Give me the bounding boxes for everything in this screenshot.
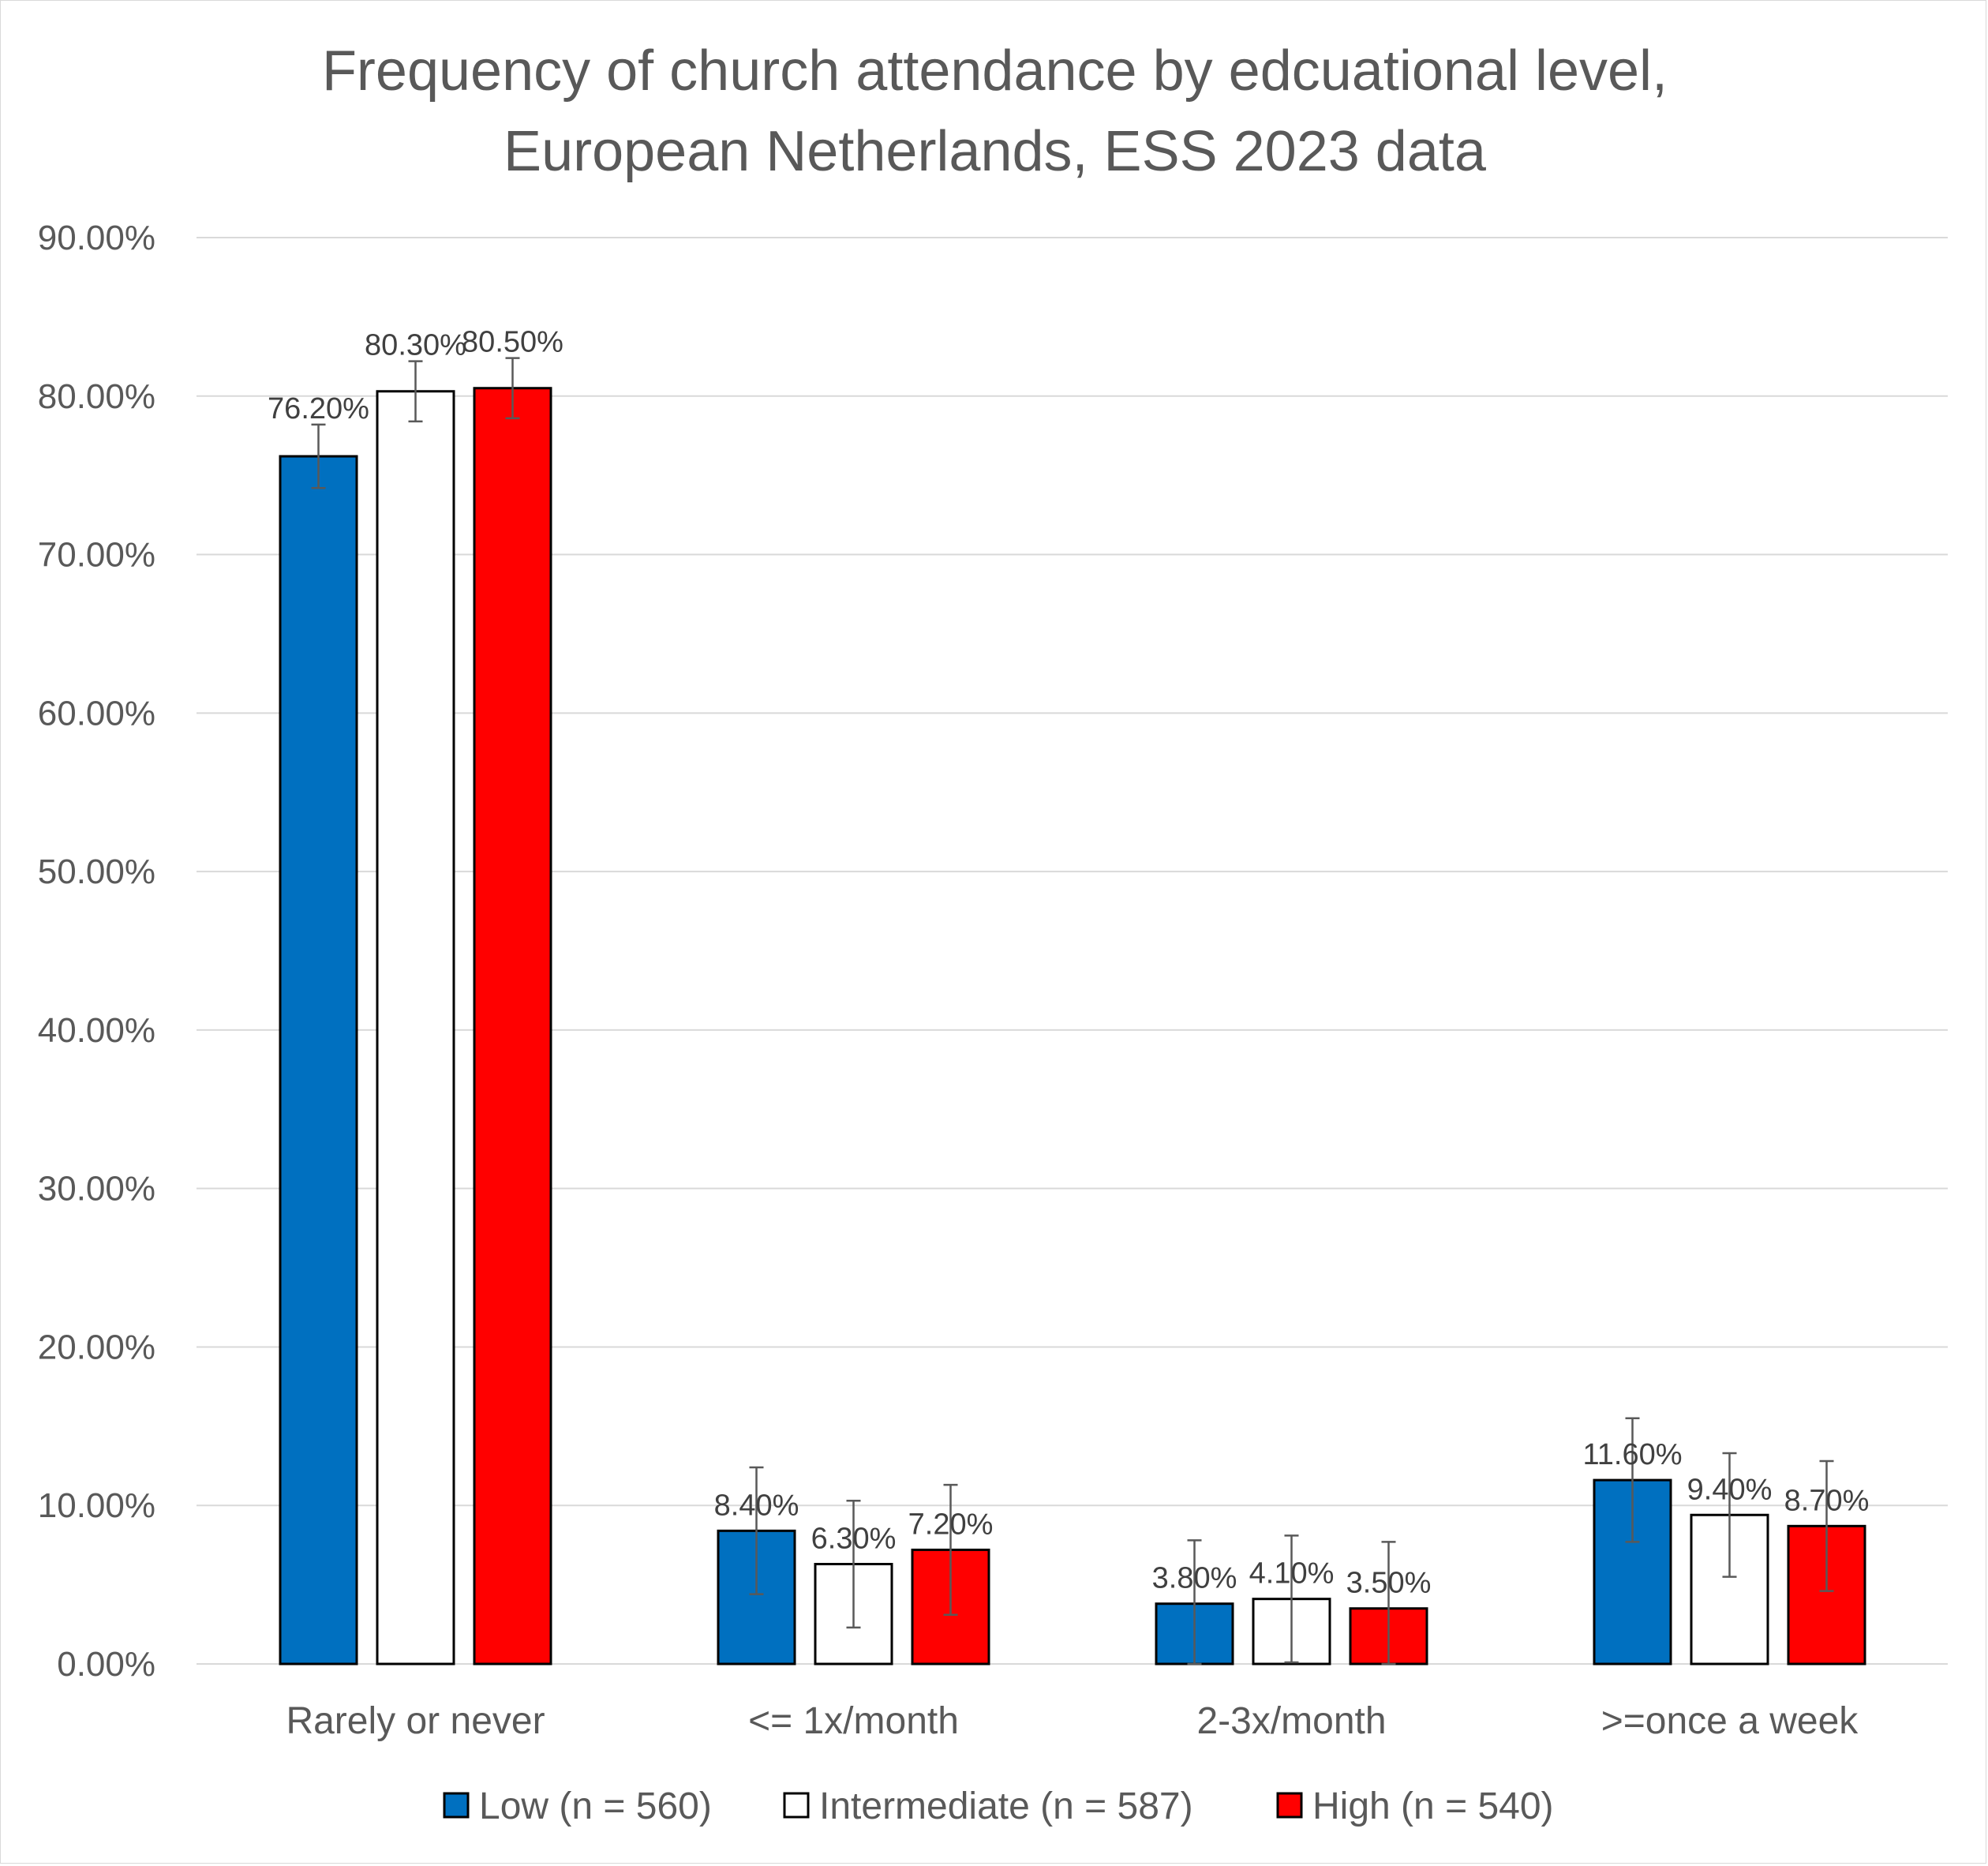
data-label-0-0: 76.20%: [268, 392, 369, 425]
y-tick-label-4: 40.00%: [38, 1011, 155, 1050]
category-label-0: Rarely or never: [286, 1700, 545, 1742]
data-label-1-3: 9.40%: [1687, 1473, 1773, 1506]
x-axis-category-labels: Rarely or never <= 1x/month 2-3x/month >=on…: [286, 1700, 1859, 1742]
error-bar-2-1: [943, 1483, 958, 1617]
y-tick-label-2: 20.00%: [38, 1328, 155, 1366]
y-tick-label-7: 70.00%: [38, 536, 155, 575]
category-label-3: >=once a week: [1601, 1700, 1859, 1742]
y-tick-label-5: 50.00%: [38, 852, 155, 891]
legend-label: Low (n = 560): [479, 1785, 712, 1827]
error-bar-0-3: [1625, 1417, 1640, 1543]
error-bar-1-3: [1722, 1452, 1737, 1578]
y-tick-label-8: 80.00%: [38, 377, 155, 416]
y-tick-label-3: 30.00%: [38, 1170, 155, 1208]
error-bar-1-1: [846, 1499, 861, 1629]
legend-label: High (n = 540): [1312, 1785, 1554, 1827]
error-bar-0-1: [749, 1466, 764, 1595]
error-bar-2-3: [1819, 1459, 1834, 1592]
data-label-2-0: 80.50%: [462, 326, 563, 359]
legend-label: Intermediate (n = 587): [819, 1785, 1193, 1827]
error-bar-1-2: [1284, 1534, 1299, 1664]
data-label-1-2: 4.10%: [1249, 1557, 1335, 1591]
data-label-0-1: 8.40%: [714, 1489, 799, 1522]
y-tick-label-9: 90.00%: [38, 219, 155, 257]
y-tick-label-6: 60.00%: [38, 694, 155, 733]
legend-item-1: Intermediate (n = 587): [783, 1785, 1193, 1827]
legend-item-2: High (n = 540): [1276, 1785, 1554, 1827]
data-label-2-3: 8.70%: [1784, 1484, 1870, 1517]
gridlines: [197, 237, 1948, 1665]
category-label-2: 2-3x/month: [1196, 1700, 1386, 1742]
error-bar-2-2: [1381, 1541, 1396, 1666]
bars: [279, 387, 1866, 1666]
error-bar-1-0: [408, 360, 423, 423]
data-label-1-1: 6.30%: [811, 1523, 897, 1556]
legend: Low (n = 560) Intermediate (n = 587) High …: [443, 1785, 1554, 1827]
data-label-1-0: 80.30%: [365, 329, 466, 362]
data-label-0-3: 11.60%: [1582, 1438, 1682, 1471]
data-label-2-1: 7.20%: [908, 1508, 994, 1541]
bar-0-0: [279, 455, 358, 1666]
bar-0-1: [717, 1529, 796, 1666]
y-tick-label-1: 10.00%: [38, 1486, 155, 1525]
error-bars: [311, 357, 1834, 1666]
legend-swatch: [783, 1792, 810, 1819]
chart-title-line-1: Frequency of church attendance by edcuat…: [321, 39, 1668, 103]
legend-swatch: [443, 1792, 470, 1819]
category-label-1: <= 1x/month: [748, 1700, 959, 1742]
chart-title-line-2: European Netherlands, ESS 2023 data: [504, 120, 1486, 183]
bar-1-0: [376, 390, 455, 1666]
data-label-0-2: 3.80%: [1152, 1562, 1237, 1595]
error-bar-2-0: [505, 357, 520, 420]
y-tick-label-0: 0.00%: [57, 1645, 155, 1684]
bar-2-0: [473, 387, 552, 1666]
legend-swatch: [1276, 1792, 1303, 1819]
y-axis-tick-labels: 0.00% 10.00% 20.00% 30.00% 40.00% 50.00% 60.00…: [38, 219, 155, 1684]
chart-title: Frequency of church attendance by edcuat…: [1, 31, 1988, 192]
data-label-2-2: 3.50%: [1346, 1567, 1432, 1600]
error-bar-0-2: [1187, 1539, 1202, 1666]
error-bar-0-0: [311, 423, 326, 489]
legend-item-0: Low (n = 560): [443, 1785, 712, 1827]
data-labels: 76.20% 80.30%80.50% 8.40% 6.30% 7.20% 3.80% 4.…: [268, 326, 1869, 1600]
